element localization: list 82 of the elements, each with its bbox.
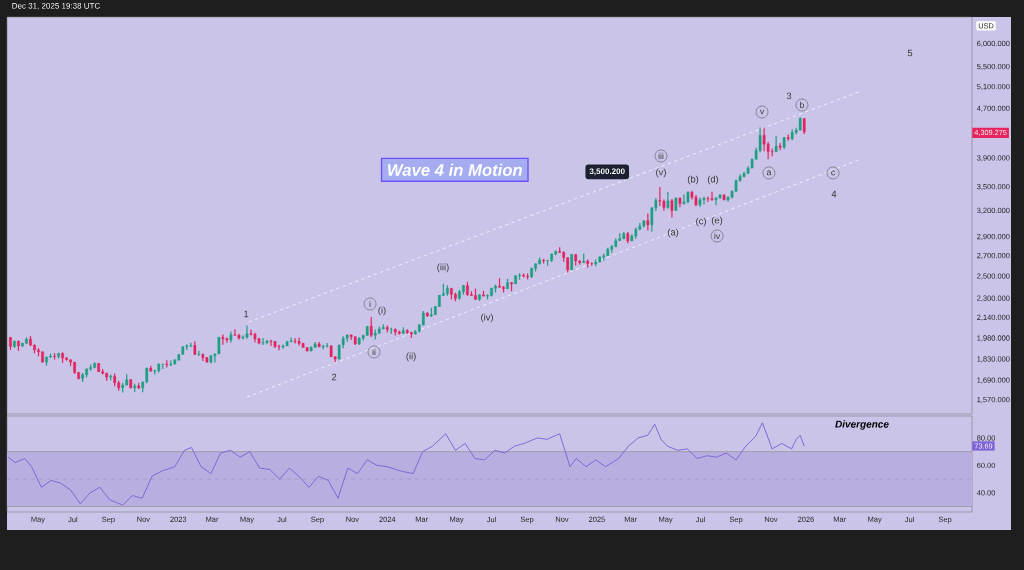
candlestick: [269, 339, 273, 347]
annotation: (c): [696, 217, 706, 227]
candlestick: [462, 284, 465, 296]
candlestick: [494, 284, 497, 294]
annotation: (iv): [481, 313, 493, 323]
candlestick: [197, 350, 201, 357]
candlestick: [518, 272, 521, 281]
candlestick: [510, 281, 513, 292]
candlestick: [706, 195, 710, 203]
annotation: (i): [378, 306, 386, 316]
annotation: 4: [831, 190, 837, 198]
candlestick: [774, 135, 778, 153]
candlestick: [29, 335, 32, 347]
candlestick: [49, 353, 52, 359]
candlestick: [13, 339, 16, 349]
candlestick: [458, 289, 461, 301]
annotation: (b): [687, 175, 699, 185]
annotation: 5: [907, 49, 913, 57]
candlestick: [658, 186, 662, 207]
candlestick: [670, 198, 674, 219]
candlestick: [21, 342, 24, 348]
candlestick: [9, 336, 12, 351]
annotation: (d): [707, 175, 719, 185]
annotation: (ii): [406, 352, 416, 362]
candlestick: [502, 285, 505, 294]
candlestick: [277, 344, 281, 351]
annotation: 1: [244, 310, 249, 318]
annotation: 3,500.200: [589, 168, 625, 176]
annotation: iii: [658, 152, 664, 160]
candlestick: [245, 324, 249, 340]
candlestick: [45, 356, 48, 367]
text: Dec 31, 2025 19:38 UTC: [12, 2, 100, 10]
candlestick: [490, 287, 493, 298]
candlestick: [474, 288, 477, 301]
annotation: a: [766, 170, 772, 176]
annotation: v: [759, 109, 765, 115]
annotation: c: [831, 170, 835, 176]
line-series: [7, 422, 805, 506]
annotation: 3: [786, 92, 792, 100]
annotation: iv: [714, 232, 721, 240]
candlestick: [61, 351, 64, 364]
annotation: (a): [667, 228, 679, 238]
candlestick: [321, 344, 325, 350]
candlestick: [482, 290, 485, 298]
candlestick: [325, 342, 329, 349]
candlestick: [369, 316, 373, 338]
candlestick: [702, 196, 706, 205]
candlestick: [714, 197, 718, 206]
candlestick: [450, 287, 453, 301]
candlestick: [17, 339, 20, 352]
candlestick: [57, 352, 60, 360]
candlestick: [466, 281, 469, 297]
annotation: 2: [331, 373, 337, 381]
annotation: (v): [656, 168, 666, 178]
candlestick: [225, 336, 229, 344]
candlestick: [25, 336, 28, 345]
candlestick: [289, 336, 293, 343]
annotation: b: [800, 101, 805, 109]
candlestick: [233, 328, 237, 337]
annotation: (iii): [437, 263, 449, 273]
candlestick: [53, 352, 56, 361]
candlestick: [666, 191, 670, 210]
candlestick: [710, 191, 714, 202]
candlestick: [293, 337, 297, 345]
candlestick: [514, 274, 517, 285]
candlestick: [297, 336, 301, 346]
candlestick: [221, 333, 225, 346]
candlestick: [65, 356, 68, 362]
annotation: Wave 4 in Motion: [388, 163, 522, 176]
candlestick: [770, 147, 774, 157]
annotation: i: [369, 300, 371, 308]
annotation: (e): [711, 216, 723, 226]
annotation: ii: [372, 348, 376, 356]
candlestick: [498, 277, 501, 289]
candlestick: [41, 351, 44, 364]
candlestick: [478, 293, 481, 302]
annotation: Divergence: [835, 420, 889, 430]
candlestick: [454, 292, 457, 302]
candlestick: [682, 193, 686, 206]
candlestick: [506, 278, 509, 290]
candlestick: [261, 337, 265, 346]
candlestick: [646, 212, 650, 232]
